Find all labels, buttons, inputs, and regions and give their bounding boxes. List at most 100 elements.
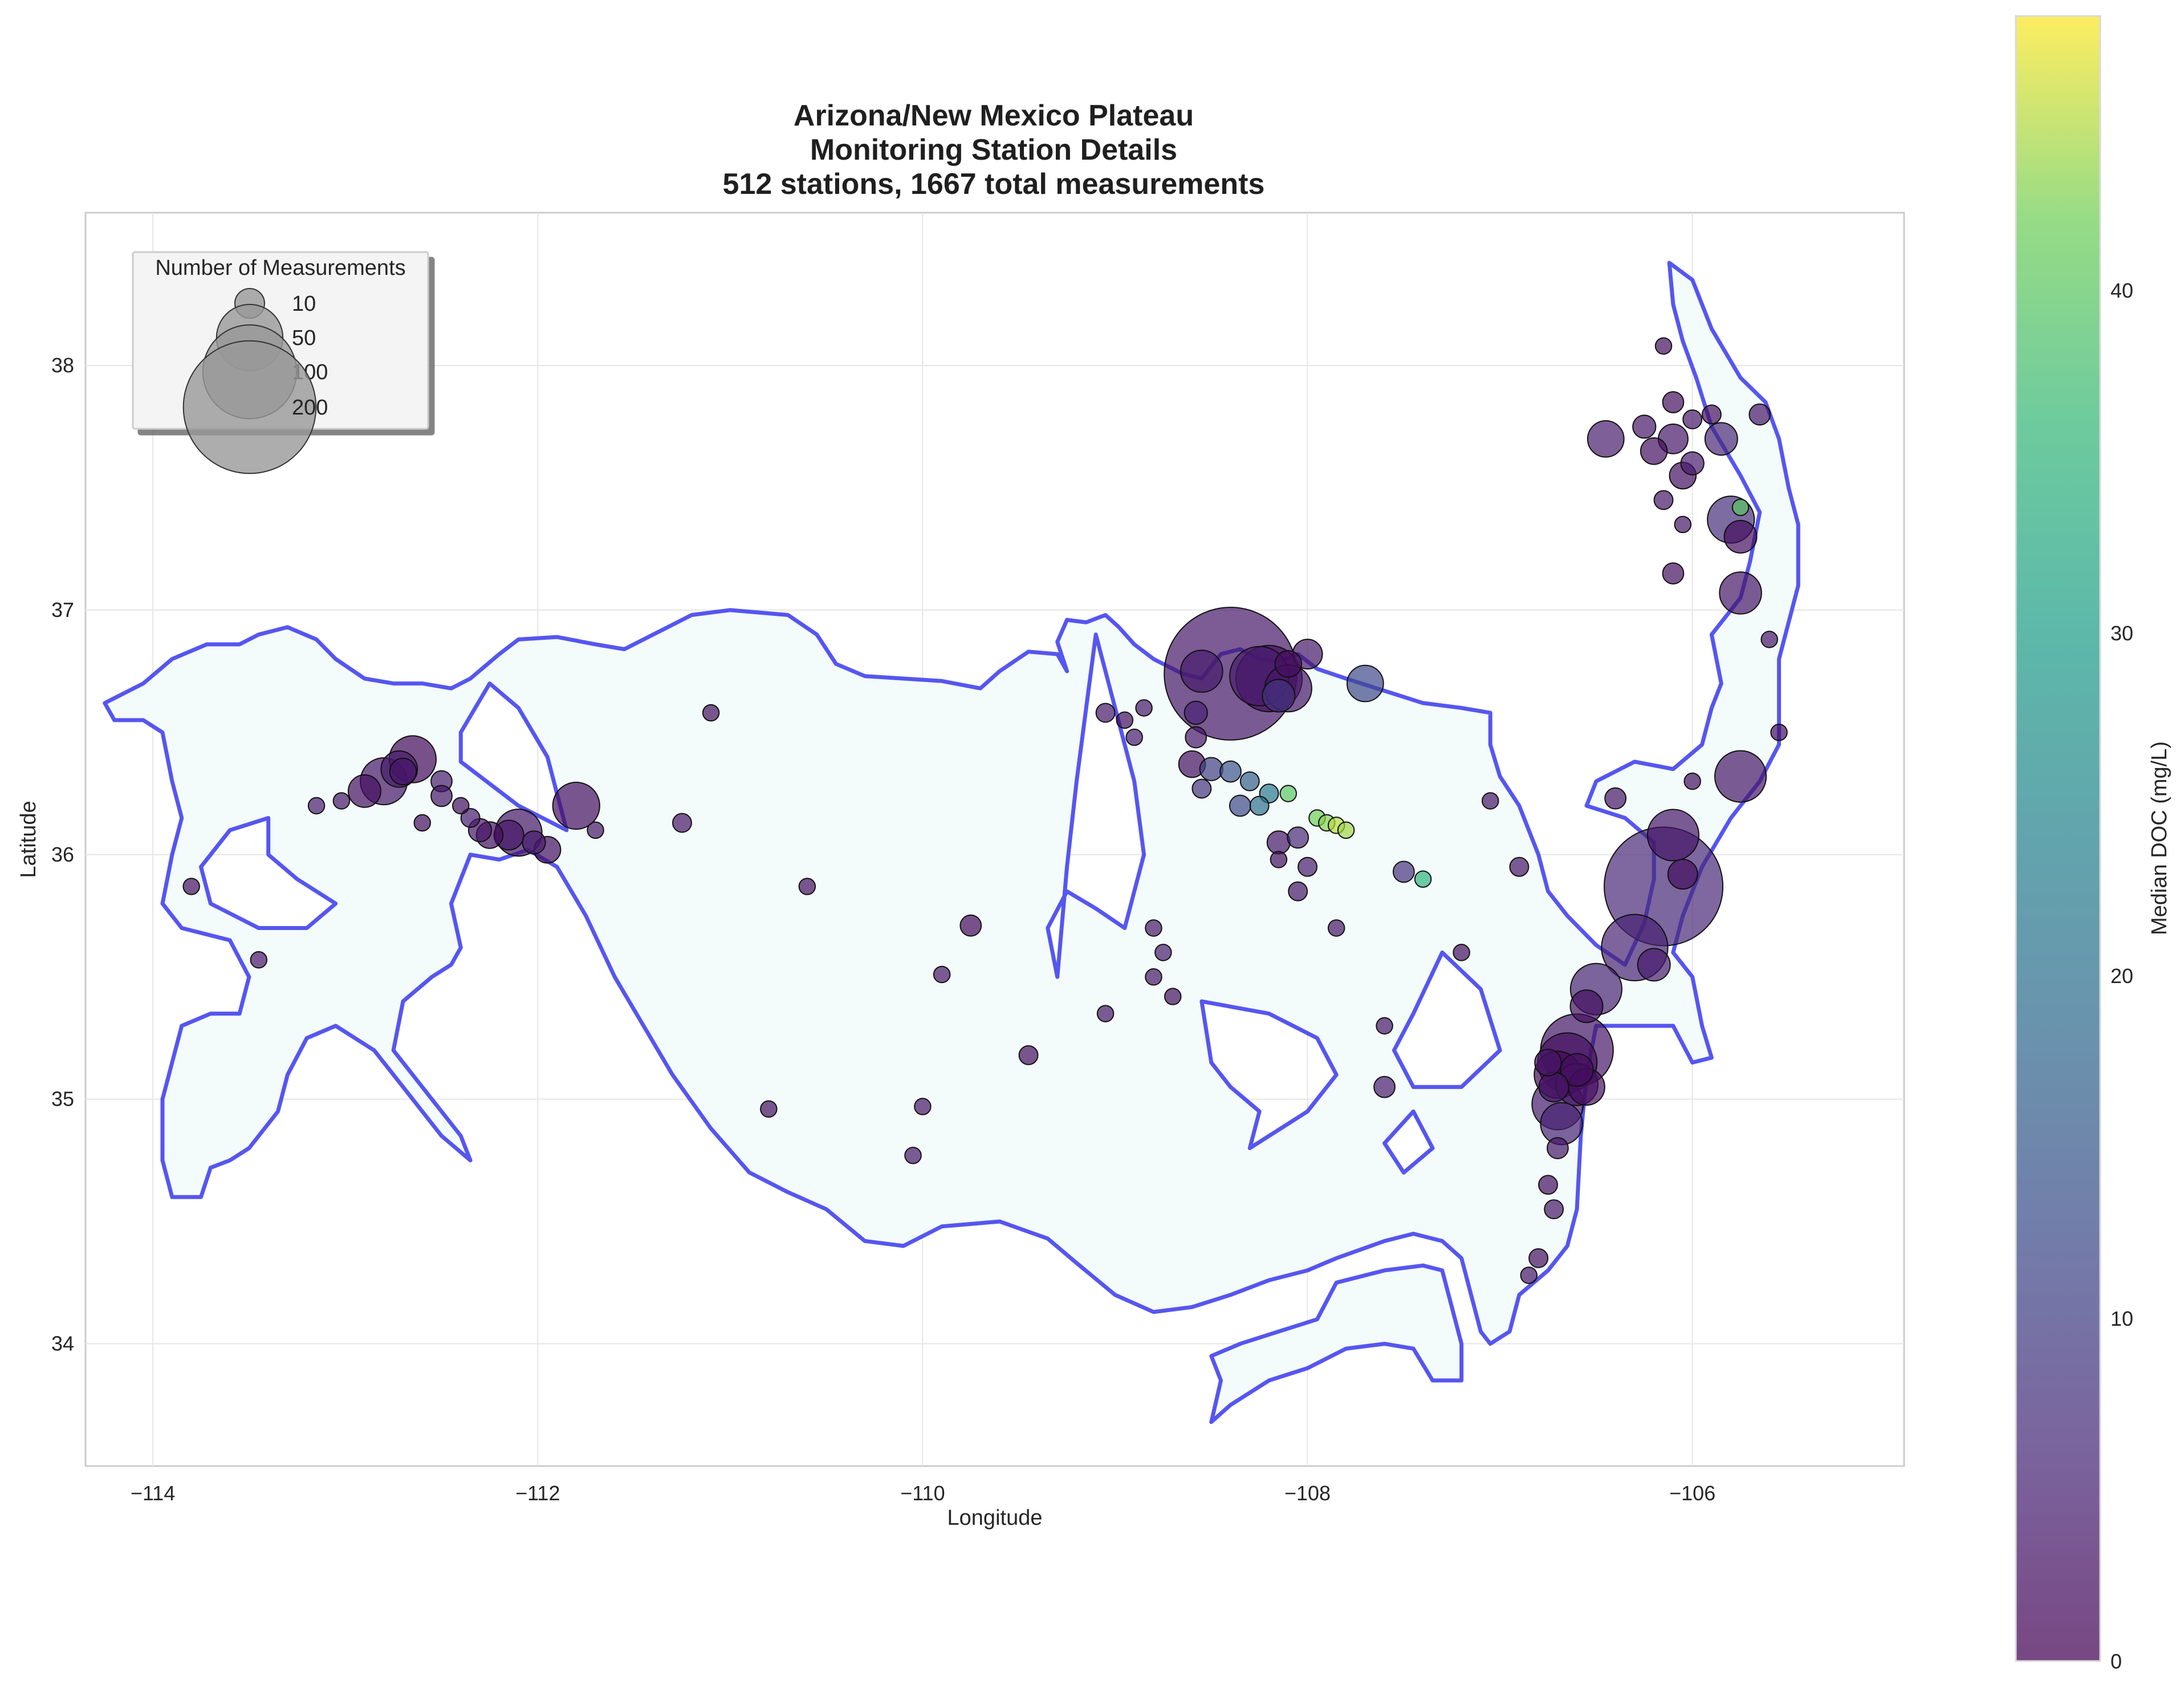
station-point[interactable] xyxy=(1135,699,1153,717)
station-point[interactable] xyxy=(1199,757,1223,781)
station-point[interactable] xyxy=(1337,821,1355,839)
station-point[interactable] xyxy=(1640,437,1668,465)
station-point[interactable] xyxy=(1229,794,1251,817)
station-point[interactable] xyxy=(959,914,982,937)
station-point[interactable] xyxy=(1249,795,1270,816)
station-point[interactable] xyxy=(1219,760,1242,783)
station-point[interactable] xyxy=(307,797,326,815)
station-point[interactable] xyxy=(1164,988,1182,1005)
station-point[interactable] xyxy=(250,951,268,969)
station-point[interactable] xyxy=(1560,1053,1594,1087)
station-point[interactable] xyxy=(1520,1266,1538,1284)
station-point[interactable] xyxy=(1719,571,1762,615)
station-point[interactable] xyxy=(1376,1017,1393,1035)
station-point[interactable] xyxy=(1327,919,1345,937)
station-point[interactable] xyxy=(1653,490,1674,510)
station-point[interactable] xyxy=(413,814,431,832)
station-point[interactable] xyxy=(1270,851,1288,868)
station-point[interactable] xyxy=(1546,1137,1569,1159)
station-point[interactable] xyxy=(430,785,453,807)
station-point[interactable] xyxy=(1682,409,1703,429)
station-point[interactable] xyxy=(1538,1071,1569,1103)
station-point[interactable] xyxy=(798,878,816,895)
station-point[interactable] xyxy=(1662,391,1685,413)
station-point[interactable] xyxy=(1096,1005,1115,1022)
station-point[interactable] xyxy=(552,781,600,830)
station-point[interactable] xyxy=(1392,860,1415,883)
station-point[interactable] xyxy=(1183,700,1208,725)
station-point[interactable] xyxy=(1239,771,1260,791)
station-point[interactable] xyxy=(1095,703,1116,723)
station-point[interactable] xyxy=(1185,726,1207,749)
station-point[interactable] xyxy=(1262,679,1296,713)
station-point[interactable] xyxy=(1288,881,1308,902)
station-point[interactable] xyxy=(1145,919,1162,937)
station-point[interactable] xyxy=(1298,856,1317,877)
station-point[interactable] xyxy=(1760,631,1778,648)
station-point[interactable] xyxy=(1632,415,1657,439)
station-point[interactable] xyxy=(389,757,417,786)
station-point[interactable] xyxy=(1414,870,1432,888)
station-points[interactable] xyxy=(182,337,1788,1284)
station-point[interactable] xyxy=(1569,989,1604,1024)
station-point[interactable] xyxy=(1274,650,1303,678)
station-point[interactable] xyxy=(1637,948,1671,982)
station-point[interactable] xyxy=(1287,826,1309,849)
station-point[interactable] xyxy=(347,774,381,808)
station-point[interactable] xyxy=(1646,809,1699,862)
colorbar-gradient xyxy=(2015,15,2101,1662)
station-point[interactable] xyxy=(1748,403,1771,426)
y-axis-label: Latitude xyxy=(17,801,40,878)
y-tick-label: 36 xyxy=(51,843,74,866)
station-point[interactable] xyxy=(1279,785,1298,802)
station-point[interactable] xyxy=(1544,1199,1564,1220)
station-point[interactable] xyxy=(1731,498,1750,517)
station-point[interactable] xyxy=(1534,1049,1562,1077)
station-point[interactable] xyxy=(1680,451,1705,476)
station-point[interactable] xyxy=(460,808,481,828)
station-point[interactable] xyxy=(182,878,200,895)
station-point[interactable] xyxy=(702,704,720,722)
station-point[interactable] xyxy=(1453,944,1470,961)
station-point[interactable] xyxy=(1266,830,1291,855)
station-point[interactable] xyxy=(1018,1045,1039,1065)
station-point[interactable] xyxy=(760,1100,778,1118)
y-tick-label: 34 xyxy=(51,1332,74,1355)
station-point[interactable] xyxy=(1674,515,1692,534)
station-point[interactable] xyxy=(1667,859,1698,890)
station-point[interactable] xyxy=(933,965,951,984)
station-point[interactable] xyxy=(1191,778,1212,799)
station-point[interactable] xyxy=(1587,420,1625,458)
station-point[interactable] xyxy=(1604,787,1627,810)
station-point[interactable] xyxy=(672,813,692,833)
station-point[interactable] xyxy=(1683,772,1701,790)
station-point[interactable] xyxy=(1180,649,1223,693)
station-point[interactable] xyxy=(1654,337,1673,355)
station-point[interactable] xyxy=(1723,519,1758,554)
station-point[interactable] xyxy=(1154,944,1172,961)
station-point[interactable] xyxy=(1528,1248,1549,1268)
station-point[interactable] xyxy=(522,830,546,855)
station-point[interactable] xyxy=(1538,1175,1558,1195)
legend-label: 200 xyxy=(292,396,328,420)
station-point[interactable] xyxy=(1770,724,1788,741)
station-point[interactable] xyxy=(1346,664,1384,703)
station-point[interactable] xyxy=(904,1147,922,1164)
station-point[interactable] xyxy=(1509,856,1530,877)
colorbar-tick-label: 20 xyxy=(2110,964,2133,988)
chart-title: Arizona/New Mexico Plateau Monitoring St… xyxy=(723,99,1265,201)
station-point[interactable] xyxy=(1116,711,1134,729)
station-point[interactable] xyxy=(452,797,470,815)
station-point[interactable] xyxy=(332,792,351,810)
station-point[interactable] xyxy=(1701,404,1722,425)
station-point[interactable] xyxy=(1373,1075,1396,1098)
station-point[interactable] xyxy=(1704,422,1738,456)
title-line-2: Monitoring Station Details xyxy=(810,133,1177,167)
station-point[interactable] xyxy=(1125,728,1143,746)
station-point[interactable] xyxy=(1145,968,1162,986)
station-point[interactable] xyxy=(1481,792,1499,810)
station-point[interactable] xyxy=(587,821,604,839)
station-point[interactable] xyxy=(1714,750,1767,803)
station-point[interactable] xyxy=(1662,562,1685,584)
station-point[interactable] xyxy=(914,1098,932,1115)
